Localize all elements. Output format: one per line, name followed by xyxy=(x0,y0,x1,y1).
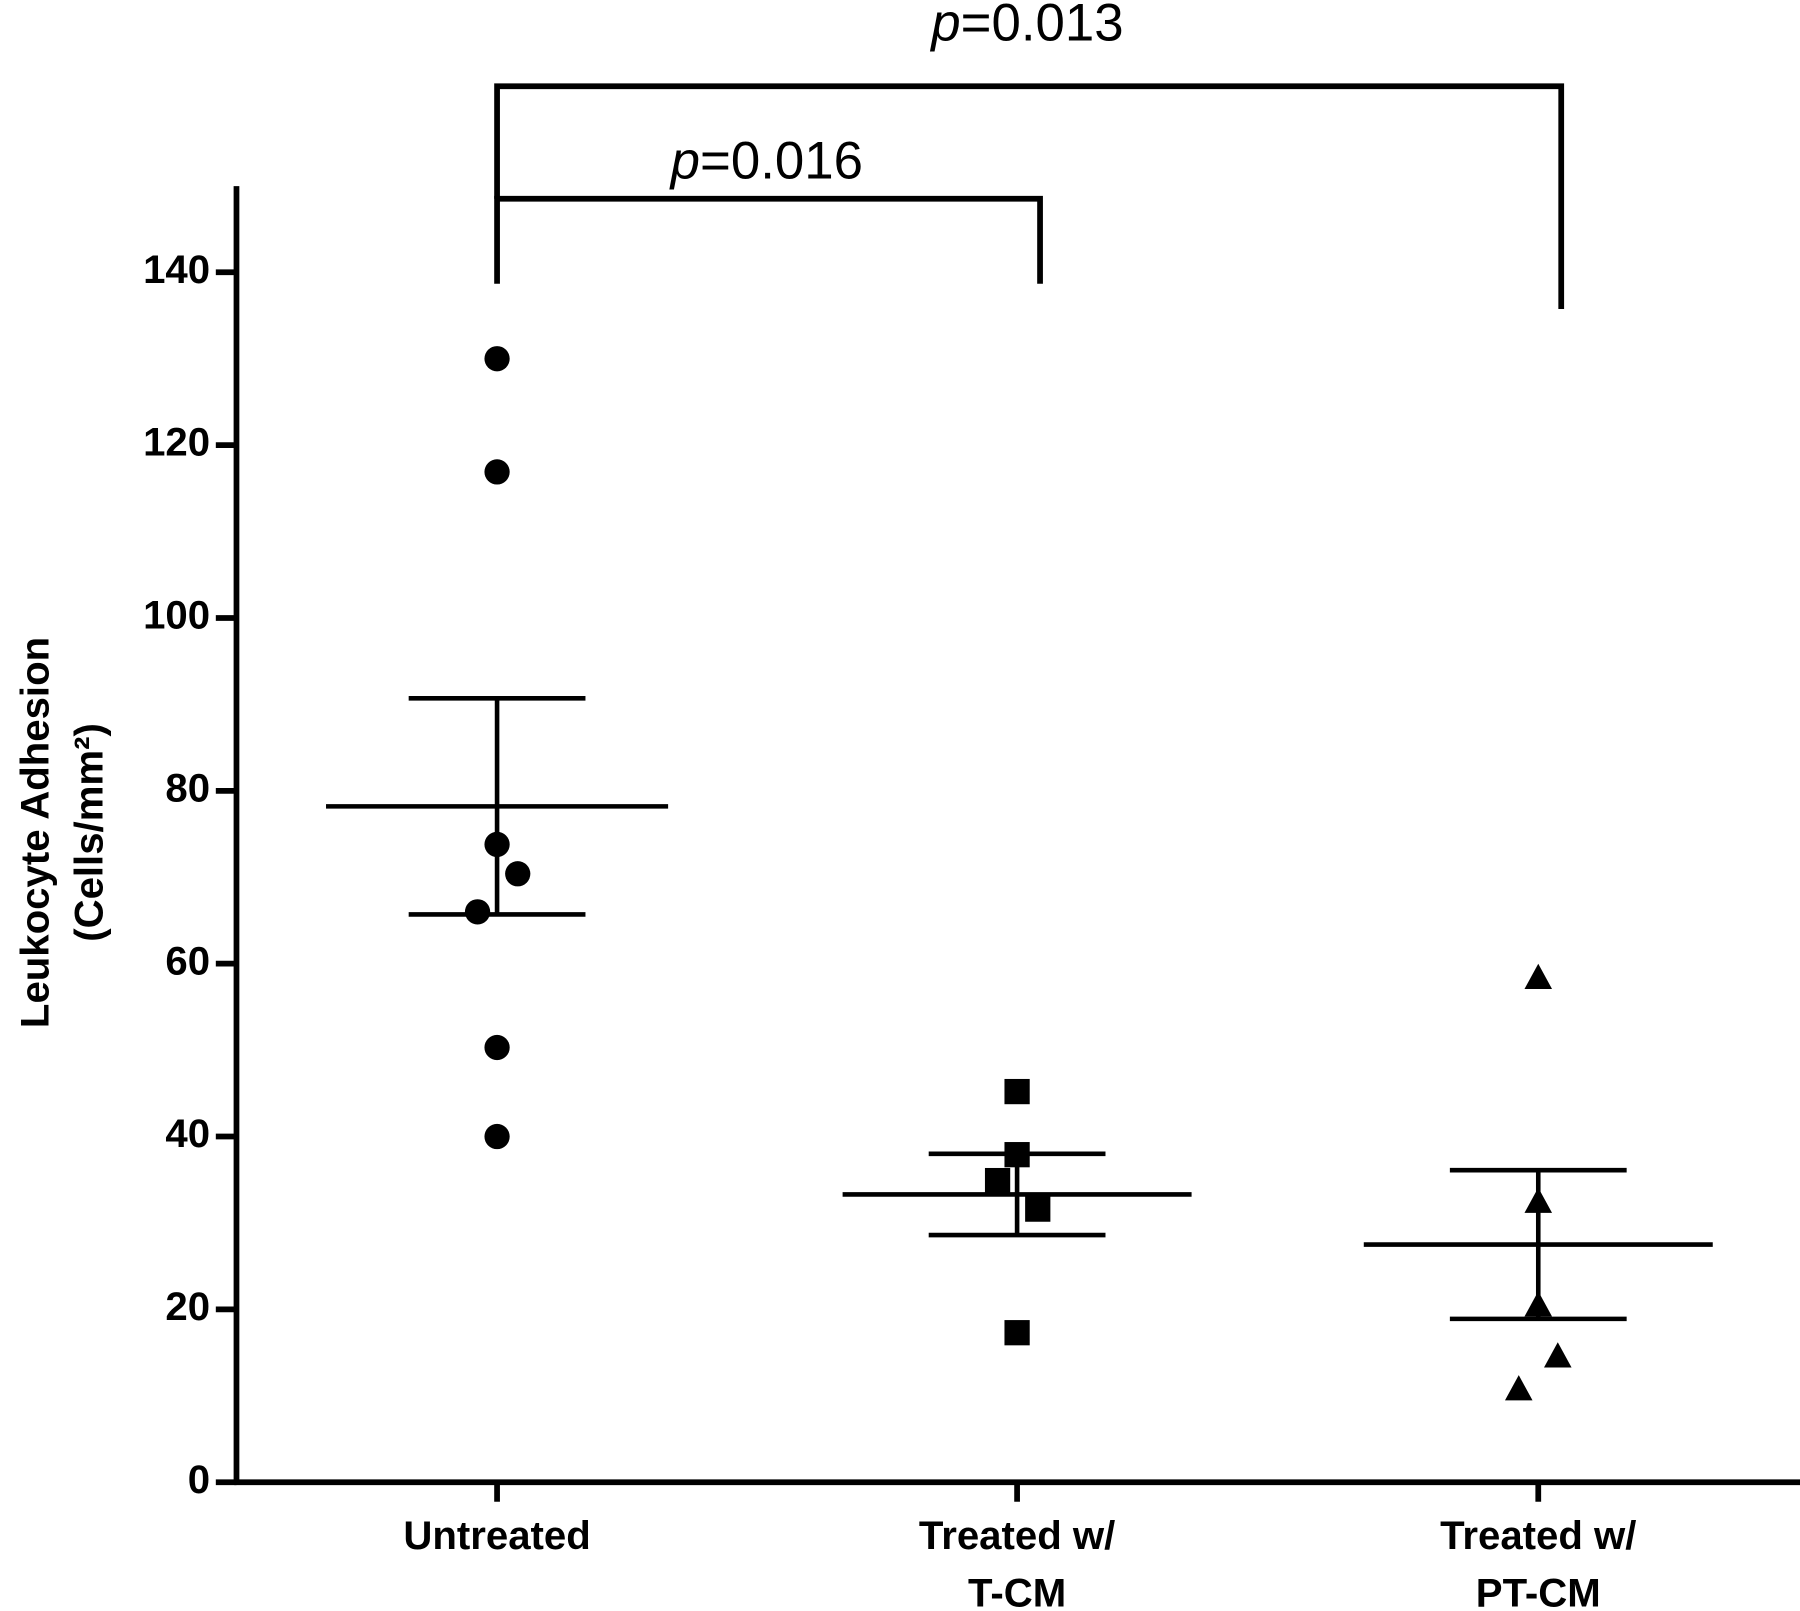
y-tick-label: 60 xyxy=(165,938,210,983)
data-point xyxy=(1544,1342,1572,1368)
y-tick-label: 80 xyxy=(165,765,210,810)
x-tick-label: Treated w/ xyxy=(919,1513,1115,1558)
data-point xyxy=(1004,1078,1030,1105)
data-point xyxy=(505,861,531,887)
data-point xyxy=(1025,1196,1051,1222)
y-axis-label: (Cells/mm²) xyxy=(66,723,111,942)
bracket xyxy=(494,195,1043,284)
data-point xyxy=(484,459,510,485)
data-point xyxy=(484,1034,510,1061)
y-tick-label: 100 xyxy=(143,593,210,638)
data-point xyxy=(1004,1320,1030,1346)
y-axis-label: Leukocyte Adhesion xyxy=(12,637,57,1028)
x-tick-label: PT-CM xyxy=(1476,1570,1601,1611)
significance-brackets xyxy=(494,83,1565,310)
y-tick-label: 120 xyxy=(143,420,210,465)
data-point xyxy=(1504,1375,1533,1401)
x-tick-label: Treated w/ xyxy=(1440,1513,1636,1558)
y-tick-label: 20 xyxy=(165,1284,210,1329)
y-tick-label: 0 xyxy=(188,1457,210,1502)
data-point xyxy=(464,899,491,925)
data-point xyxy=(1524,963,1553,989)
x-tick-label: T-CM xyxy=(968,1570,1066,1611)
x-tick-label: Untreated xyxy=(403,1513,590,1558)
bracket xyxy=(494,83,1565,310)
p-value: p=0.013 xyxy=(929,0,1123,53)
p-value: p=0.016 xyxy=(669,131,863,190)
y-tick-label: 140 xyxy=(143,247,210,292)
data-point xyxy=(484,1123,510,1150)
y-tick-label: 40 xyxy=(165,1111,210,1156)
data-point xyxy=(984,1167,1011,1194)
data-point xyxy=(484,346,510,372)
